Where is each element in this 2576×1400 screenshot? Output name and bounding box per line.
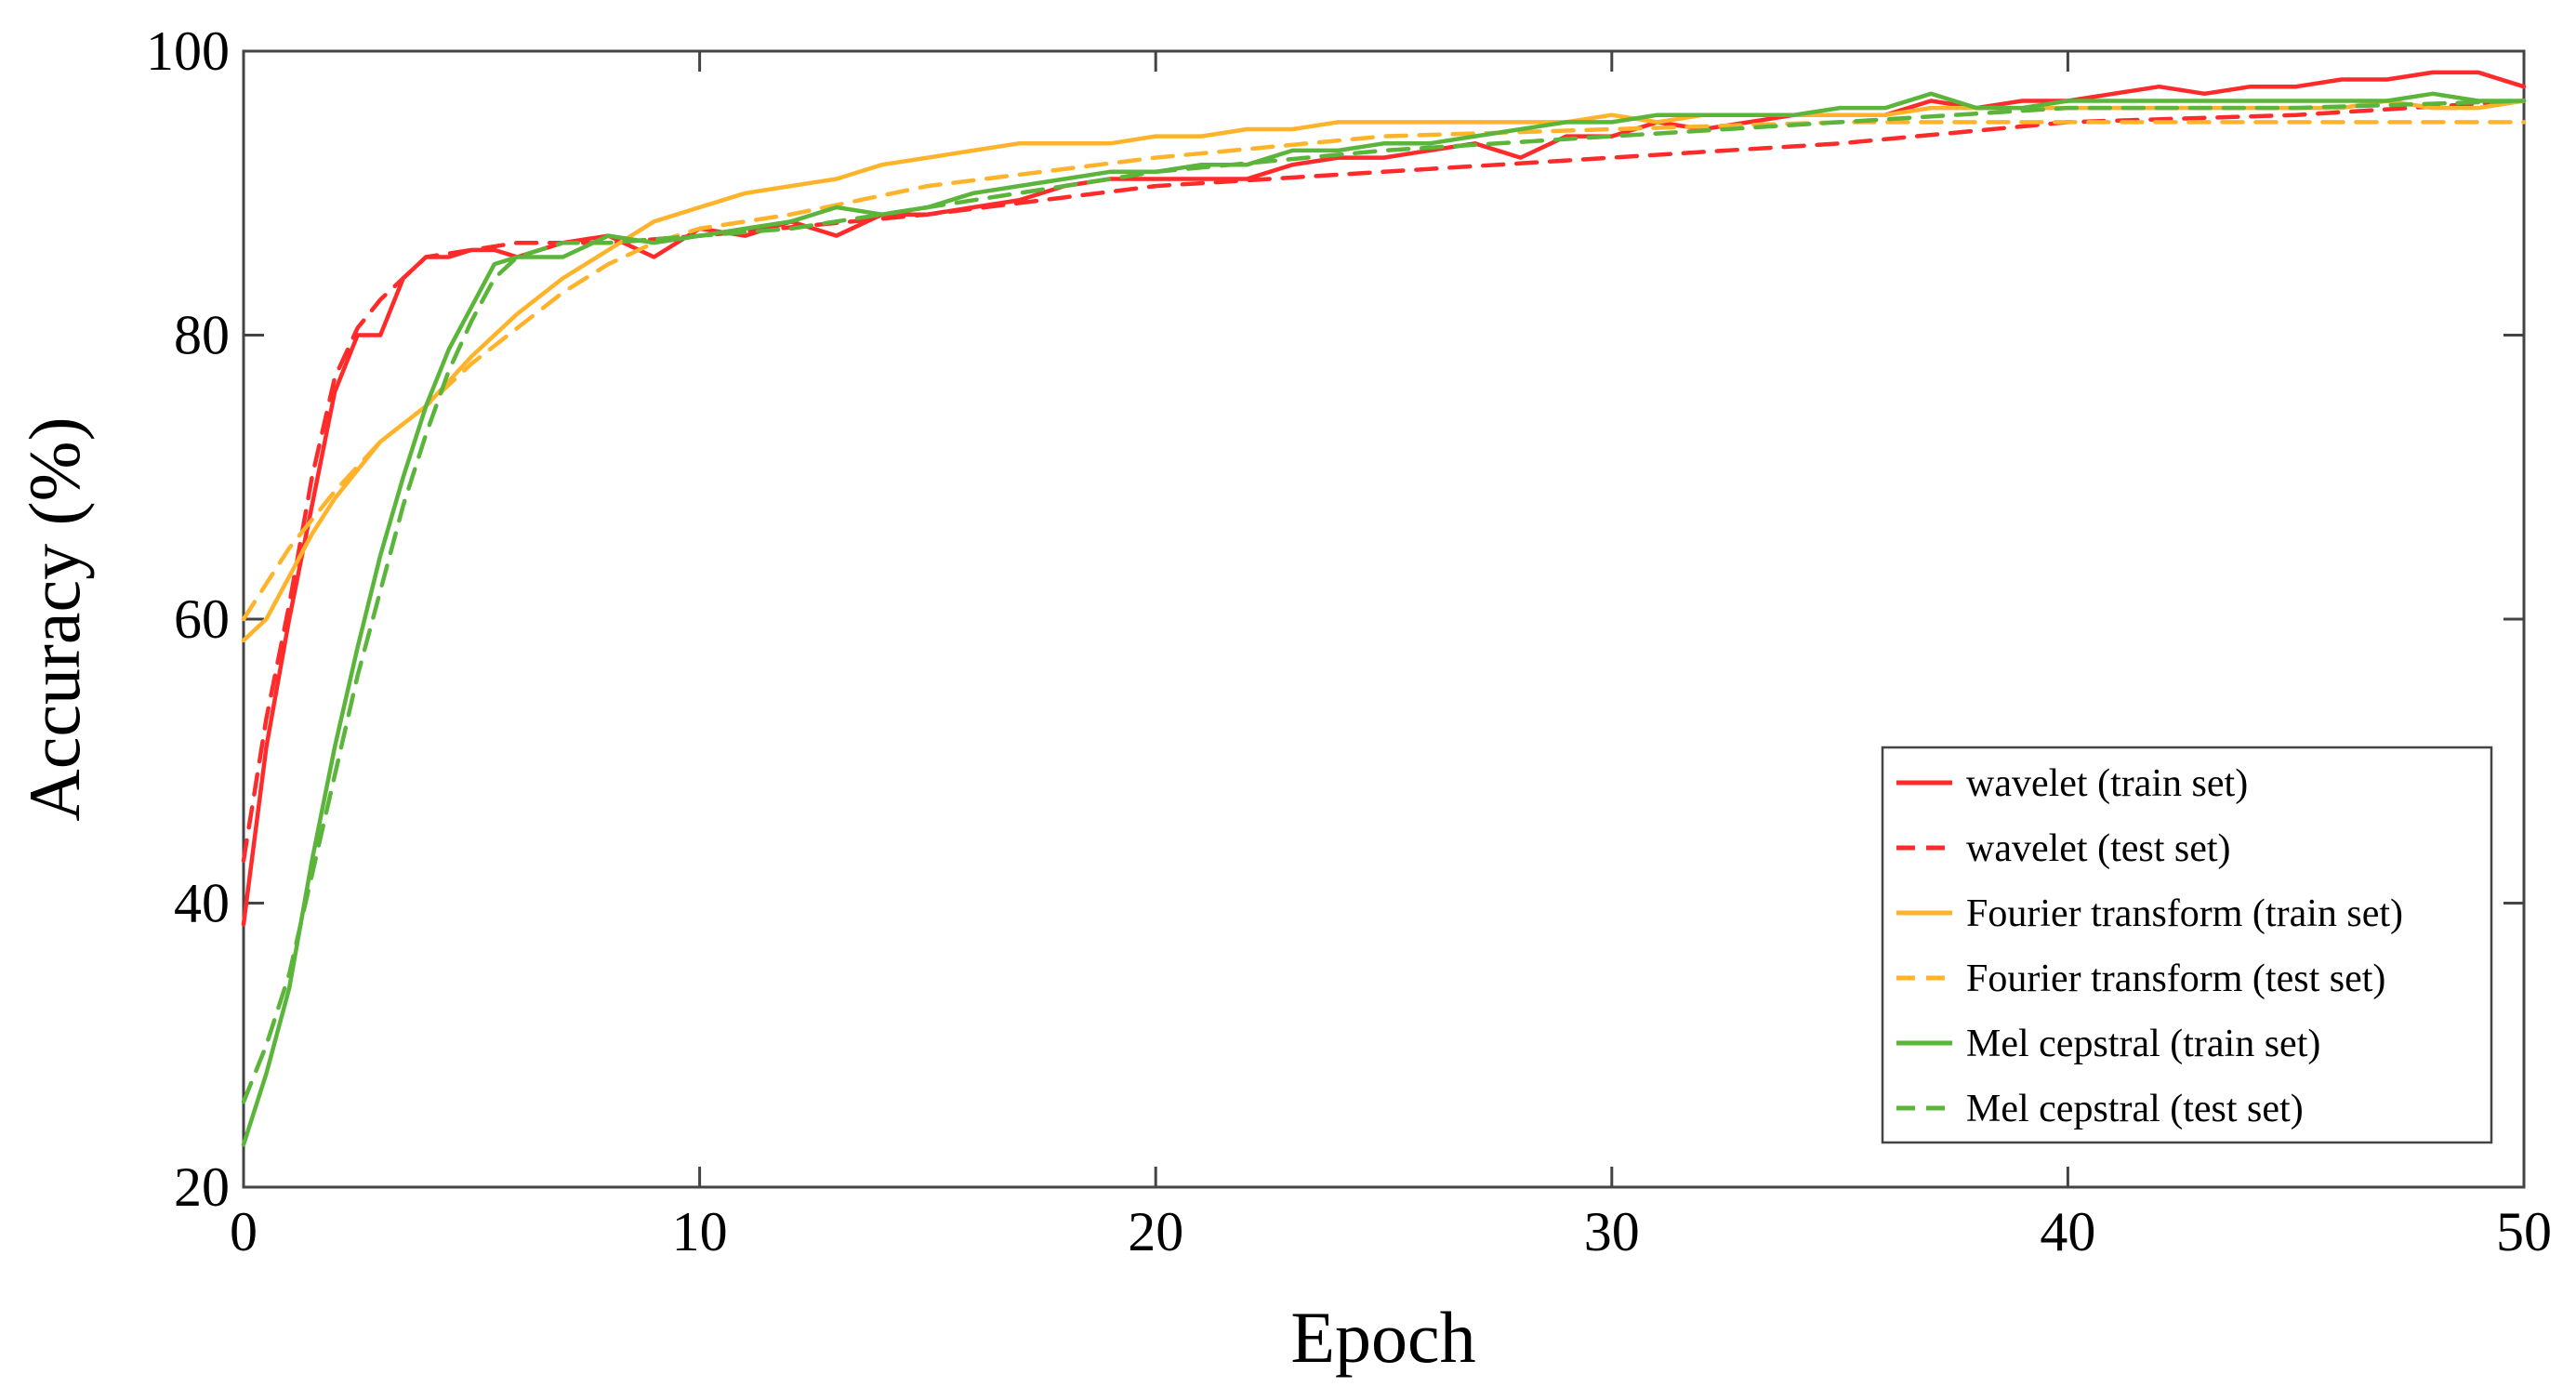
legend-label-0: wavelet (train set) bbox=[1966, 762, 2248, 805]
series-line-1 bbox=[241, 99, 2527, 863]
y-tick-label: 20 bbox=[174, 1156, 230, 1218]
legend-box bbox=[1881, 746, 2493, 1144]
y-tick-label: 40 bbox=[174, 873, 230, 934]
legend-label-4: Mel cepstral (train set) bbox=[1966, 1023, 2320, 1065]
x-axis-label: Epoch bbox=[1290, 1297, 1475, 1378]
x-tick-label: 20 bbox=[1128, 1201, 1183, 1262]
y-tick-label: 100 bbox=[146, 20, 230, 82]
y-axis-label: Accuracy (%) bbox=[14, 416, 95, 821]
axis-ticks: 0 10 20 30 40 50 20 40 60 80 100 bbox=[146, 20, 2552, 1262]
series-line-0 bbox=[241, 70, 2527, 927]
series-line-3 bbox=[241, 120, 2527, 622]
legend-label-1: wavelet (test set) bbox=[1966, 827, 2231, 870]
y-tick-label: 60 bbox=[174, 588, 230, 650]
legend: wavelet (train set) wavelet (test set) Fou… bbox=[1881, 746, 2493, 1144]
series-line-4 bbox=[241, 91, 2527, 1147]
legend-label-5: Mel cepstral (test set) bbox=[1966, 1088, 2304, 1130]
y-tick-label: 80 bbox=[174, 305, 230, 366]
series-layer bbox=[241, 70, 2527, 1147]
x-tick-label: 0 bbox=[230, 1201, 258, 1262]
x-tick-label: 40 bbox=[2040, 1201, 2095, 1262]
x-tick-label: 50 bbox=[2496, 1201, 2552, 1262]
x-tick-label: 30 bbox=[1584, 1201, 1640, 1262]
x-tick-label: 10 bbox=[672, 1201, 728, 1262]
legend-label-2: Fourier transform (train set) bbox=[1966, 892, 2403, 935]
legend-label-3: Fourier transform (test set) bbox=[1966, 958, 2385, 1000]
series-line-5 bbox=[241, 99, 2527, 1104]
